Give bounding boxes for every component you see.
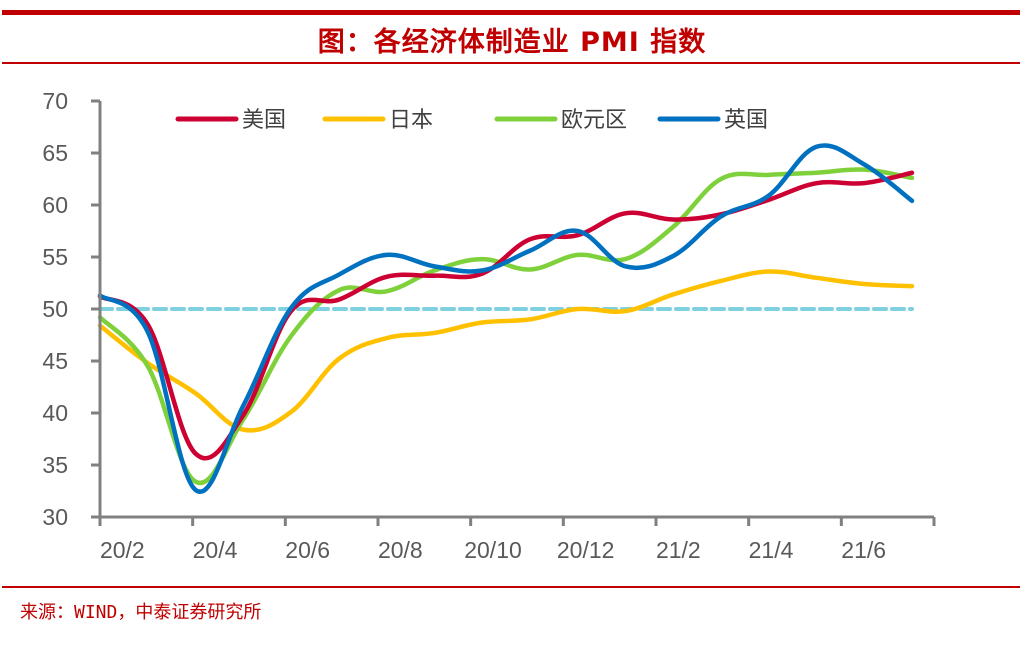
- series-line-2: [97, 269, 915, 433]
- x-tick-label: 20/6: [285, 537, 330, 563]
- x-tick-label: 20/12: [557, 537, 615, 563]
- y-tick-label: 50: [42, 296, 68, 322]
- y-tick-label: 45: [42, 348, 68, 374]
- y-tick-label: 65: [42, 140, 68, 166]
- x-tick-label: 20/4: [193, 537, 238, 563]
- legend-label: 英国: [724, 108, 768, 133]
- y-tick-label: 55: [42, 244, 68, 270]
- series-layer: [97, 143, 915, 494]
- footer-divider: [2, 586, 1020, 588]
- top-accent-bar: [2, 10, 1020, 15]
- x-tick-label: 21/4: [749, 537, 794, 563]
- x-tick-label: 20/8: [378, 537, 423, 563]
- y-tick-label: 30: [42, 504, 68, 530]
- chart-title: 图：各经济体制造业 PMI 指数: [317, 27, 707, 58]
- x-tick-label: 21/2: [656, 537, 701, 563]
- y-tick-label: 40: [42, 400, 68, 426]
- x-tick-label: 20/10: [464, 537, 522, 563]
- series-line-3: [97, 167, 915, 486]
- x-tick-label: 20/2: [100, 537, 145, 563]
- source-note: 来源：WIND，中泰证券研究所: [20, 602, 262, 623]
- x-tick-label: 21/6: [841, 537, 886, 563]
- legend-label: 欧元区: [561, 108, 627, 133]
- series-line-1: [97, 170, 915, 461]
- y-tick-label: 70: [42, 88, 68, 114]
- legend: 美国 日本 欧元区 英国: [175, 108, 768, 133]
- axis-layer: 30 35 40 45 50 55 60 65 70 20/2 20/4 20/6 20/8 20/10 2…: [42, 88, 936, 563]
- legend-label: 美国: [242, 108, 286, 133]
- title-divider: [2, 62, 1020, 64]
- y-tick-label: 35: [42, 452, 68, 478]
- legend-label: 日本: [389, 108, 433, 133]
- series-line-4: [97, 143, 915, 494]
- y-tick-label: 60: [42, 192, 68, 218]
